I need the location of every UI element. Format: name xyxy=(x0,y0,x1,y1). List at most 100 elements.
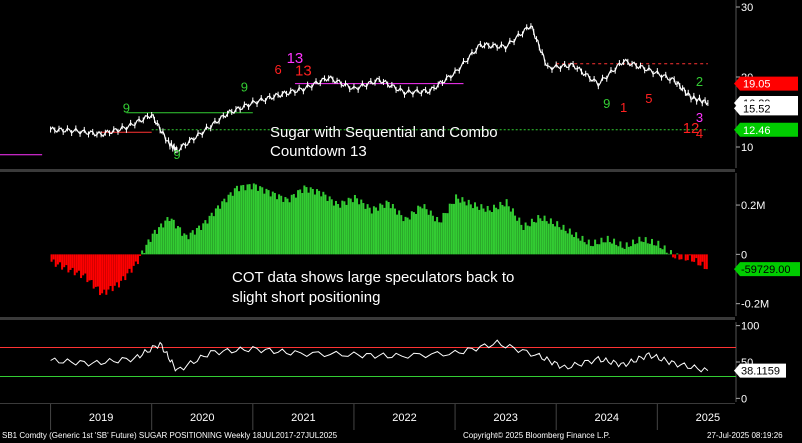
cot-panel: 0.2M 0 -0.2M -59729.00 xyxy=(50,173,800,316)
cot-position-bar xyxy=(577,238,580,255)
year-tick-label: 2024 xyxy=(595,412,619,424)
cot-position-bar xyxy=(524,222,527,255)
cot-position-bar xyxy=(446,213,449,255)
cot-position-bar xyxy=(695,254,698,259)
cot-position-bar xyxy=(349,198,352,255)
sequential-count-marker: 9 xyxy=(241,80,248,95)
cot-position-bar xyxy=(469,204,472,255)
cot-position-bar xyxy=(294,197,297,255)
cot-position-bar xyxy=(499,201,502,255)
cot-position-bar xyxy=(549,218,552,255)
cot-position-bar xyxy=(547,223,550,255)
cot-position-bar xyxy=(381,204,384,255)
cot-position-bar xyxy=(490,212,493,255)
cot-position-bar xyxy=(330,199,333,255)
cot-position-bar xyxy=(533,221,536,255)
cot-position-bar xyxy=(672,254,675,258)
cot-position-bar xyxy=(227,194,230,255)
year-tick-label: 2021 xyxy=(291,412,315,424)
cot-position-bar xyxy=(115,254,118,283)
rsi-y-tick-label: 100 xyxy=(741,321,759,333)
cot-y-tick-label: 0 xyxy=(741,249,747,261)
cot-position-bar xyxy=(238,191,241,255)
cot-position-bar xyxy=(665,252,668,255)
cot-position-bar xyxy=(442,212,445,255)
cot-position-bar xyxy=(311,188,314,255)
cot-position-bar xyxy=(246,184,249,255)
cot-position-bar xyxy=(387,202,390,255)
cot-position-bar xyxy=(583,242,586,255)
cot-position-bar xyxy=(183,233,186,255)
cot-position-bar xyxy=(653,245,656,255)
cot-position-bar xyxy=(663,245,666,255)
cot-position-bar xyxy=(309,187,312,255)
cot-position-bar xyxy=(259,186,262,255)
cot-position-bar xyxy=(629,246,632,255)
cot-position-bar xyxy=(292,194,295,255)
cot-position-bar xyxy=(257,190,260,255)
cot-position-bar xyxy=(99,254,102,296)
cot-position-bar xyxy=(621,247,624,255)
cot-position-bar xyxy=(459,202,462,255)
cot-position-bar xyxy=(63,254,66,268)
cot-position-bar xyxy=(450,203,453,255)
cot-position-bar xyxy=(366,204,369,255)
cot-position-bar xyxy=(52,254,55,260)
cot-annotation-line1: COT data shows large speculators back to xyxy=(232,269,514,286)
cot-position-bar xyxy=(657,240,660,255)
cot-position-bar xyxy=(77,254,80,271)
price-y-tick-label: 30 xyxy=(741,2,753,14)
cot-position-bar xyxy=(415,213,418,255)
sequential-count-marker: 12 xyxy=(683,120,700,137)
price-cot-divider[interactable] xyxy=(0,169,735,172)
cot-position-bar xyxy=(299,189,302,255)
cot-position-bar xyxy=(109,254,112,287)
cot-position-bar xyxy=(181,235,184,255)
cot-position-bar xyxy=(452,203,455,255)
cot-position-bar xyxy=(701,254,704,262)
cot-position-bar xyxy=(280,195,283,255)
cot-position-bar xyxy=(132,254,135,266)
cot-position-bar xyxy=(568,228,571,255)
cot-position-bar xyxy=(518,217,521,255)
cot-position-bar xyxy=(467,199,470,255)
cot-position-bar xyxy=(444,213,447,255)
cot-position-bar xyxy=(619,241,622,255)
cot-position-bar xyxy=(566,233,569,255)
cot-position-bar xyxy=(640,241,643,255)
cot-position-bar xyxy=(136,254,139,265)
cot-position-bar xyxy=(613,238,616,255)
price-annotation-line2: Countdown 13 xyxy=(270,143,367,160)
cot-position-bar xyxy=(69,254,72,270)
cot-position-bar xyxy=(511,208,514,255)
cot-position-bar xyxy=(273,192,276,255)
cot-position-bar xyxy=(440,222,443,255)
cot-position-bar xyxy=(530,218,533,255)
cot-position-bar xyxy=(575,232,578,255)
cot-position-bar xyxy=(145,244,148,255)
cot-position-bar xyxy=(254,184,257,255)
price-y-tick-label: 10 xyxy=(741,142,753,154)
cot-position-bar xyxy=(250,189,253,255)
cot-position-bar xyxy=(231,195,234,255)
cot-position-bar xyxy=(634,244,637,255)
cot-position-bar xyxy=(223,198,226,255)
cot-position-bar xyxy=(322,191,325,255)
cot-position-bar xyxy=(221,201,224,255)
cot-position-bar xyxy=(417,205,420,255)
footer-security-description: SB1 Comdty (Generic 1st 'SB' Future) SUG… xyxy=(2,431,338,440)
cot-position-bar xyxy=(600,237,603,255)
cot-position-bar xyxy=(455,194,458,255)
cot-position-bar xyxy=(191,230,194,255)
cot-position-bar xyxy=(419,206,422,255)
cot-position-bar xyxy=(474,202,477,255)
cot-position-bar xyxy=(195,228,198,255)
cot-position-bar xyxy=(297,190,300,255)
cot-position-bar xyxy=(703,254,706,269)
cot-rsi-divider[interactable] xyxy=(0,317,735,320)
cot-position-bar xyxy=(598,244,601,255)
cot-position-bar xyxy=(596,244,599,255)
cot-position-bar xyxy=(691,254,694,262)
cot-position-bar xyxy=(244,190,247,255)
